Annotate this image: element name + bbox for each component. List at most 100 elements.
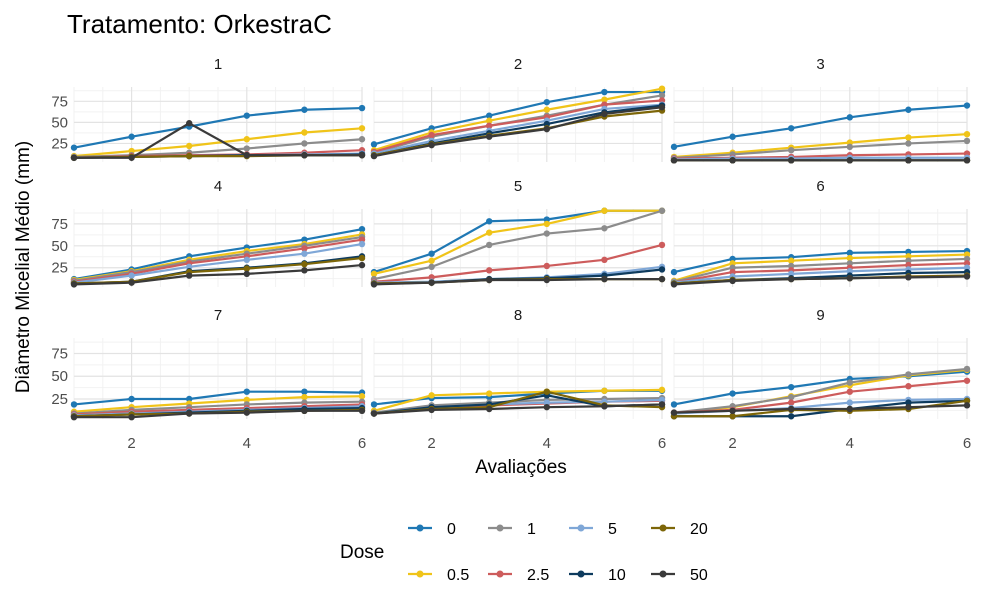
x-tick-label: 6: [963, 435, 971, 452]
series-line-dose-50: [74, 122, 362, 159]
facet-strip-label: 6: [816, 178, 824, 195]
series-line-dose-50: [673, 404, 968, 414]
data-point-dose-50: [370, 152, 378, 160]
series-line-dose-0.5: [73, 127, 363, 158]
data-point-dose-1: [358, 136, 366, 143]
series-line-dose-2.5: [373, 243, 663, 283]
data-point-dose-50: [358, 407, 366, 415]
data-point-dose-1: [428, 263, 435, 271]
data-point-dose-50: [963, 273, 971, 280]
series-line-dose-50: [373, 403, 663, 415]
legend-label: 50: [690, 567, 708, 584]
y-tick-label: 75: [51, 93, 68, 110]
series-line-dose-1: [73, 235, 363, 282]
data-point-dose-0.5: [543, 220, 550, 228]
data-point-dose-0: [301, 388, 308, 395]
data-point-dose-50: [788, 157, 795, 164]
data-point-dose-0.5: [788, 257, 795, 264]
data-point-dose-50: [243, 270, 250, 278]
data-point-dose-20: [358, 254, 366, 262]
data-point-dose-50: [670, 281, 678, 288]
data-point-dose-1: [905, 371, 912, 378]
data-point-dose-5: [846, 399, 853, 406]
series-line-dose-0.5: [673, 253, 968, 282]
data-point-dose-0: [128, 395, 135, 403]
facet-panel-3: 3: [670, 56, 971, 164]
data-point-dose-2.5: [729, 268, 736, 276]
data-point-dose-50: [428, 406, 435, 414]
series-line-dose-0.5: [373, 87, 663, 152]
data-point-dose-0.5: [963, 130, 971, 138]
legend-key-point: [416, 570, 424, 578]
data-point-dose-2.5: [428, 131, 435, 139]
data-point-dose-50: [301, 407, 308, 415]
data-point-dose-1: [729, 264, 736, 271]
data-point-dose-5: [128, 272, 135, 279]
data-point-dose-0: [846, 249, 853, 257]
data-point-dose-0.5: [658, 85, 666, 92]
series-line-dose-0.5: [73, 395, 363, 413]
series-line-dose-0.5: [373, 209, 662, 275]
x-tick-label: 2: [127, 435, 135, 452]
data-point-dose-50: [905, 403, 912, 411]
facet-strip-label: 7: [214, 307, 222, 324]
facet-panel-8: 8 2 4 6: [370, 307, 666, 452]
data-point-dose-0: [70, 144, 78, 151]
data-point-dose-0.5: [729, 260, 736, 267]
data-point-dose-5: [846, 268, 853, 275]
data-point-dose-20: [963, 397, 971, 404]
data-point-dose-50: [729, 157, 736, 164]
legend-item-dose-1: 1: [488, 521, 536, 538]
data-point-dose-2.5: [788, 399, 795, 406]
x-tick-label: 6: [358, 435, 366, 452]
data-point-dose-2.5: [846, 388, 853, 395]
data-point-dose-1: [846, 379, 853, 386]
data-point-dose-2.5: [963, 377, 971, 384]
x-tick-label: 6: [658, 435, 666, 452]
facet-strip-label: 5: [514, 178, 522, 195]
data-point-dose-0.5: [905, 134, 912, 141]
data-point-dose-50: [543, 276, 550, 284]
data-point-dose-50: [670, 409, 678, 416]
series-line-dose-1: [373, 396, 663, 414]
data-point-dose-50: [243, 152, 250, 159]
data-point-dose-50: [128, 279, 135, 286]
data-point-dose-1: [963, 255, 971, 263]
data-point-dose-20: [243, 265, 250, 272]
data-point-dose-0.5: [243, 136, 250, 143]
data-point-dose-50: [128, 413, 135, 421]
series-line-dose-0.5: [673, 133, 968, 159]
legend-item-dose-0: 0: [408, 521, 456, 538]
x-tick-label: 4: [543, 435, 551, 452]
data-point-dose-50: [846, 157, 853, 164]
data-point-dose-2.5: [601, 256, 608, 264]
facet-strip-label: 2: [514, 56, 522, 73]
legend-item-dose-10: 10: [569, 567, 626, 584]
facet-panel-5: 5: [370, 178, 666, 288]
data-point-dose-0.5: [601, 387, 608, 394]
data-point-dose-50: [658, 401, 666, 408]
data-point-dose-0: [543, 216, 550, 223]
data-point-dose-50: [370, 410, 378, 417]
data-point-dose-5: [658, 396, 666, 404]
data-point-dose-0.5: [428, 392, 435, 399]
y-tick-label: 50: [51, 368, 68, 385]
data-point-dose-50: [601, 110, 608, 118]
legend-item-dose-2.5: 2.5: [488, 567, 549, 584]
data-point-dose-1: [905, 257, 912, 264]
data-point-dose-0: [670, 401, 678, 408]
data-point-dose-0.5: [186, 142, 193, 150]
data-point-dose-1: [788, 147, 795, 154]
series-line-dose-5: [673, 156, 967, 161]
data-point-dose-10: [658, 266, 666, 273]
data-point-dose-2.5: [658, 241, 666, 249]
data-point-dose-20: [186, 152, 193, 160]
data-point-dose-2.5: [963, 260, 971, 267]
series-line-dose-0: [73, 228, 363, 281]
series-line-dose-1: [673, 139, 968, 159]
data-point-dose-0: [670, 143, 678, 151]
data-point-dose-50: [788, 275, 795, 283]
facet-strip-label: 3: [816, 56, 824, 73]
series-line-dose-1: [373, 209, 663, 281]
